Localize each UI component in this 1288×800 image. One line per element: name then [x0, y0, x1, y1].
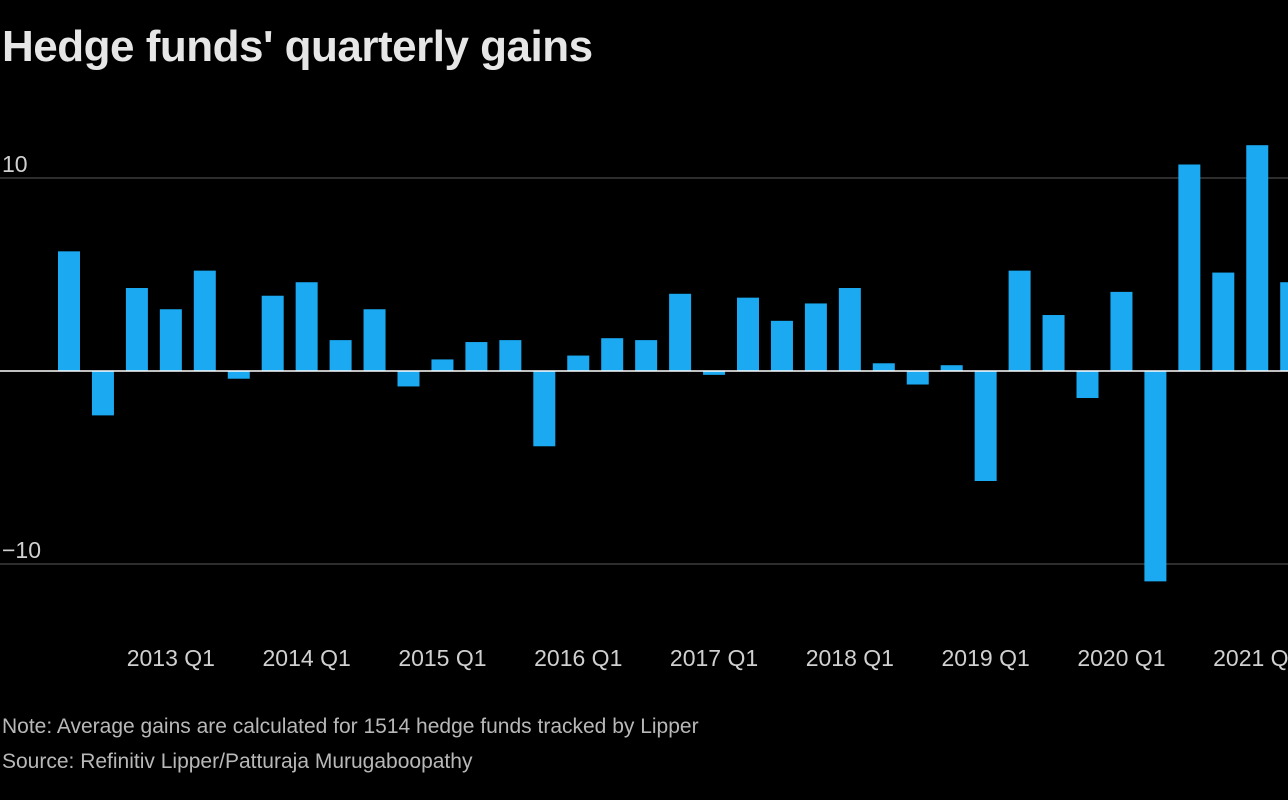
- bar: [533, 371, 556, 447]
- bar: [465, 342, 488, 371]
- bar: [261, 295, 284, 371]
- bar: [804, 303, 827, 371]
- axis-labels: 10 −10 2013 Q1 2014 Q1 2015 Q1 2016 Q1 2017 Q1…: [2, 151, 1288, 671]
- x-tick-label: 2021 Q1: [1213, 645, 1288, 671]
- x-tick-label: 2019 Q1: [942, 645, 1030, 671]
- bar: [872, 363, 895, 371]
- bar: [940, 365, 963, 371]
- bar: [1178, 164, 1201, 371]
- bar: [1042, 315, 1065, 371]
- bar: [91, 371, 114, 416]
- chart-title: Hedge funds' quarterly gains: [2, 22, 593, 71]
- bar: [1144, 371, 1167, 582]
- x-tick-label: 2013 Q1: [127, 645, 215, 671]
- bar: [329, 340, 352, 371]
- bar: [974, 371, 997, 482]
- bar: [737, 297, 759, 371]
- bar: [1212, 272, 1235, 371]
- x-tick-label: 2014 Q1: [263, 645, 351, 671]
- bar: [906, 371, 929, 385]
- gridlines: [0, 177, 1288, 565]
- bar: [499, 340, 522, 371]
- y-tick-label: 10: [2, 151, 28, 177]
- x-tick-label: 2016 Q1: [534, 645, 622, 671]
- bar: [397, 371, 420, 387]
- bar: [838, 288, 861, 371]
- bar: [635, 340, 658, 371]
- bar: [1076, 371, 1099, 399]
- bar: [431, 359, 454, 371]
- x-tick-label: 2017 Q1: [670, 645, 758, 671]
- bar: [125, 288, 148, 371]
- bar: [1008, 270, 1031, 371]
- chart-note: Note: Average gains are calculated for 1…: [2, 715, 699, 738]
- bar: [363, 309, 386, 371]
- bar: [703, 371, 726, 375]
- bar: [58, 251, 80, 371]
- chart-source: Source: Refinitiv Lipper/Patturaja Murug…: [2, 750, 473, 773]
- x-tick-label: 2015 Q1: [398, 645, 486, 671]
- bar: [1110, 291, 1133, 371]
- bar: [193, 270, 216, 371]
- bar-series: [58, 145, 1288, 582]
- y-tick-label: −10: [2, 537, 41, 563]
- bar: [770, 320, 793, 371]
- bar: [567, 355, 590, 371]
- x-tick-label: 2018 Q1: [806, 645, 894, 671]
- bar: [1280, 282, 1288, 371]
- bar: [159, 309, 182, 371]
- bar: [295, 282, 318, 371]
- bar: [1246, 145, 1269, 371]
- bar: [601, 338, 624, 371]
- bar: [227, 371, 250, 379]
- x-tick-label: 2020 Q1: [1077, 645, 1165, 671]
- bar: [669, 293, 692, 371]
